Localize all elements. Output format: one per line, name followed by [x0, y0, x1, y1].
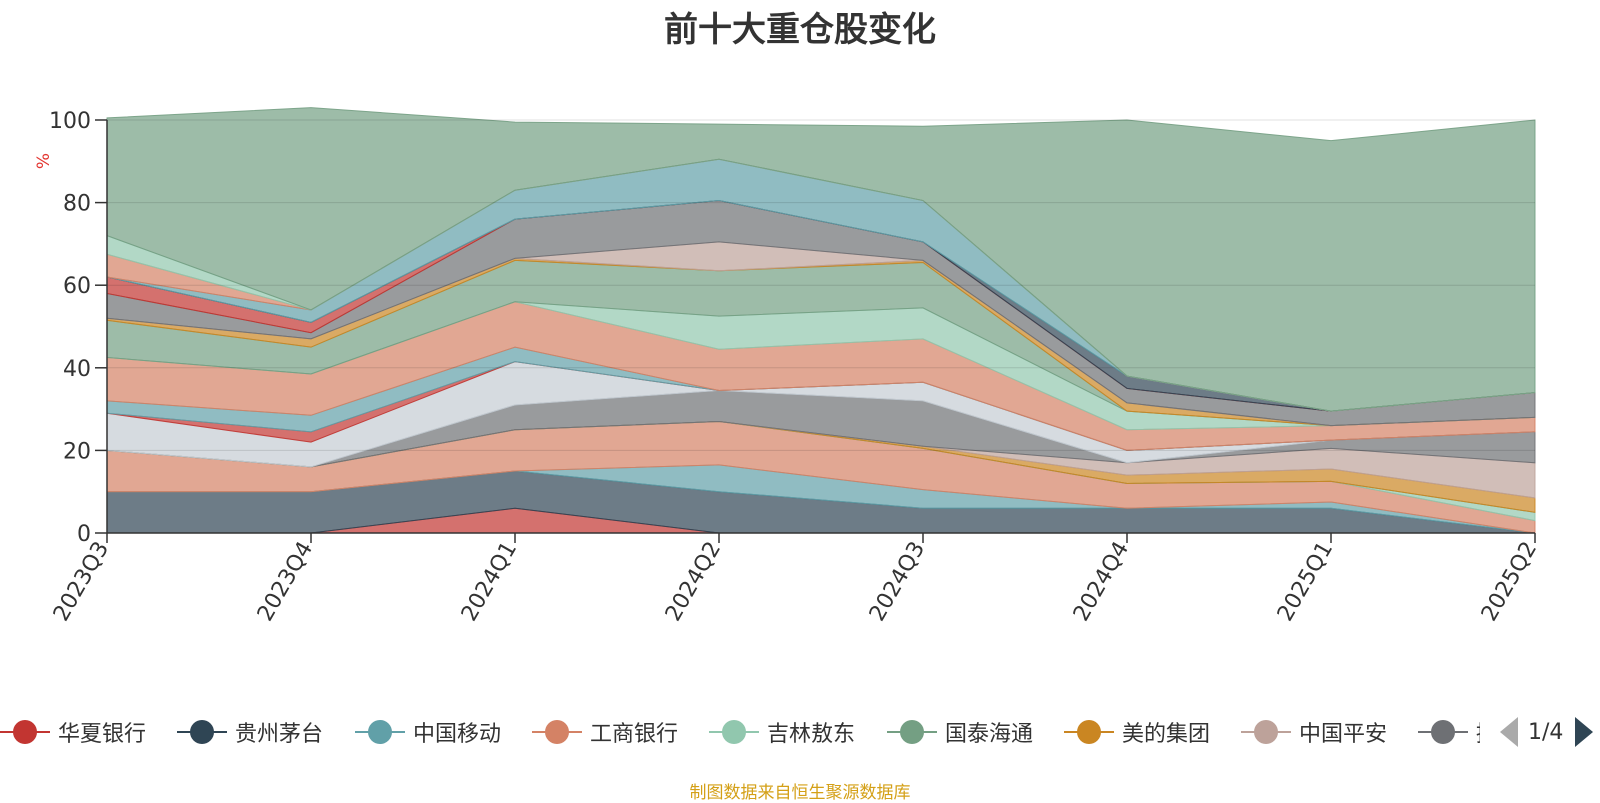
legend-pager: 1/4	[1500, 715, 1594, 749]
y-tick-label-1: 20	[63, 439, 91, 464]
prev-page-icon[interactable]	[1500, 717, 1518, 747]
legend-item-3[interactable]: 工商银行	[532, 715, 678, 749]
legend-page-indicator: 1/4	[1528, 719, 1564, 745]
legend-marker-icon	[887, 720, 937, 744]
source-note: 制图数据来自恒生聚源数据库	[689, 783, 911, 803]
x-tick-label-0: 2023Q3	[49, 538, 114, 626]
y-tick-label-4: 80	[63, 192, 91, 217]
legend-label: 贵州茅台	[235, 722, 324, 747]
x-tick-label-3: 2024Q2	[661, 538, 726, 626]
y-axis-unit-label: %	[34, 153, 54, 169]
grid-lines	[107, 119, 1535, 451]
legend-item-0[interactable]: 华夏银行	[0, 715, 146, 749]
legend-item-7[interactable]: 中国平安	[1241, 715, 1387, 749]
legend-item-1[interactable]: 贵州茅台	[177, 715, 323, 749]
chart-plot: 0 20 40 60 80 100 2023Q3 2023Q4 2024Q1 2024Q2 2024…	[34, 107, 1542, 626]
legend-marker-icon	[709, 720, 759, 744]
legend-items: 华夏银行 贵州茅台 中国移动 工商银行 吉林敖东 国泰海通 美的集团 中国平安 招商银行	[0, 715, 1480, 755]
x-tick-label-4: 2024Q3	[865, 538, 930, 626]
legend-marker-icon	[532, 720, 582, 744]
x-tick-label-5: 2024Q4	[1069, 538, 1134, 626]
legend-label: 吉林敖东	[767, 722, 856, 747]
legend-label: 美的集团	[1122, 722, 1211, 747]
legend-label: 中国平安	[1299, 722, 1388, 747]
chart-title: 前十大重仓股变化	[664, 10, 936, 50]
legend-marker-icon	[1418, 720, 1468, 744]
legend-label: 招商银行	[1476, 716, 1480, 748]
legend: 华夏银行 贵州茅台 中国移动 工商银行 吉林敖东 国泰海通 美的集团 中国平安 招商银行 1/4	[0, 715, 1600, 755]
legend-marker-icon	[0, 720, 50, 744]
legend-label: 国泰海通	[945, 722, 1034, 747]
next-page-icon[interactable]	[1575, 717, 1594, 747]
y-tick-label-3: 60	[63, 274, 91, 299]
y-tick-label-2: 40	[63, 357, 91, 382]
legend-marker-icon	[1241, 720, 1291, 744]
x-tick-label-1: 2023Q4	[253, 538, 318, 626]
y-tick-label-0: 0	[77, 522, 91, 547]
legend-marker-icon	[355, 720, 405, 744]
x-tick-label-6: 2025Q1	[1273, 538, 1338, 626]
legend-item-6[interactable]: 美的集团	[1064, 715, 1210, 749]
legend-marker-icon	[1064, 720, 1114, 744]
area-series-group	[106, 107, 1536, 534]
x-tick-label-2: 2024Q1	[457, 538, 522, 626]
legend-label: 中国移动	[413, 722, 502, 747]
legend-marker-icon	[177, 720, 227, 744]
legend-item-5[interactable]: 国泰海通	[887, 715, 1033, 749]
legend-item-8[interactable]: 招商银行	[1418, 715, 1480, 749]
area-series-23	[106, 107, 1536, 412]
legend-label: 华夏银行	[58, 722, 147, 747]
legend-item-2[interactable]: 中国移动	[355, 715, 501, 749]
x-tick-label-7: 2025Q2	[1477, 538, 1542, 626]
legend-label: 工商银行	[590, 722, 679, 747]
legend-item-4[interactable]: 吉林敖东	[709, 715, 855, 749]
y-tick-label-5: 100	[49, 109, 91, 134]
